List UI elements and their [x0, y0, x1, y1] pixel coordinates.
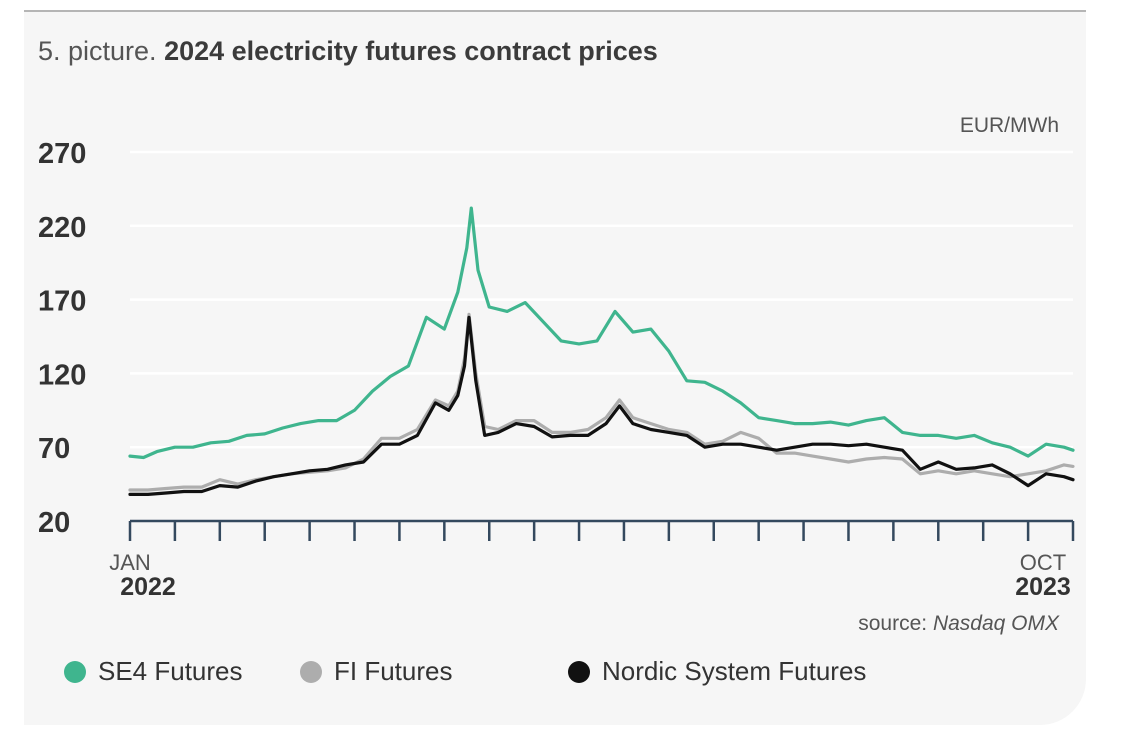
source-name: Nasdaq OMX: [932, 612, 1059, 635]
legend-label-sys: Nordic System Futures: [602, 656, 867, 686]
legend-item-sys: Nordic System Futures: [568, 656, 866, 687]
y-tick-label: 170: [38, 286, 86, 318]
series-line-nordic-system: [128, 315, 1075, 496]
x-end-month-label: OCT: [1020, 550, 1066, 575]
chart-card: [24, 10, 1086, 725]
y-tick-label: 270: [38, 138, 86, 170]
x-end-year-label: 2023: [1015, 573, 1071, 601]
legend: SE4 Futures FI Futures Nordic System Fut…: [0, 656, 1121, 696]
legend-label-se4: SE4 Futures: [98, 656, 243, 686]
legend-dot-se4: [64, 660, 86, 683]
y-tick-label: 20: [38, 507, 70, 539]
source-note: source: Nasdaq OMX: [858, 612, 1059, 636]
y-tick-label: 70: [38, 433, 70, 465]
source-prefix: source:: [858, 612, 928, 635]
y-unit-label: EUR/MWh: [959, 114, 1059, 137]
legend-item-se4: SE4 Futures: [64, 656, 243, 687]
y-tick-label: 220: [38, 212, 86, 244]
legend-label-fi: FI Futures: [334, 656, 453, 686]
chart-title: 5. picture. 2024 electricity futures con…: [38, 36, 658, 67]
legend-dot-fi: [300, 660, 322, 683]
title-main: 2024 electricity futures contract prices: [164, 36, 658, 66]
legend-item-fi: FI Futures: [300, 656, 452, 687]
legend-dot-sys: [568, 660, 590, 683]
y-tick-label: 120: [38, 359, 86, 391]
series-line-se4: [128, 206, 1075, 460]
title-prefix: 5. picture.: [38, 36, 157, 66]
x-start-month-label: JAN: [109, 550, 151, 575]
x-start-year-label: 2022: [120, 573, 176, 601]
